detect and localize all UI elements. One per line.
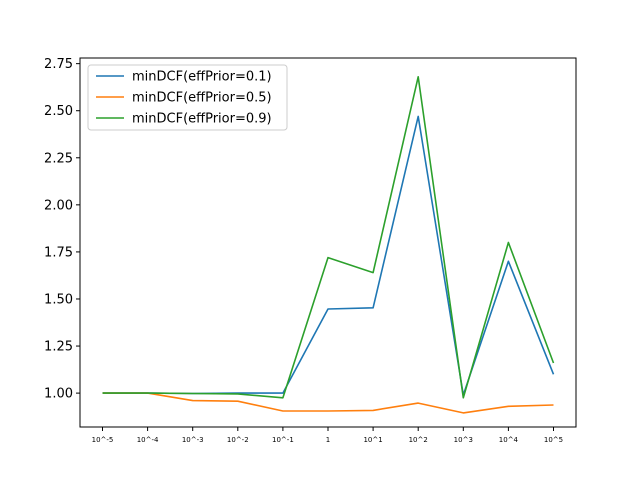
x-tick-label: 10^-4	[137, 436, 159, 444]
y-tick-label: 1.00	[44, 387, 73, 402]
x-tick-label: 10^4	[499, 436, 519, 444]
legend-label: minDCF(effPrior=0.1)	[132, 70, 272, 85]
x-tick-label: 10^5	[544, 436, 563, 444]
y-axis: 1.00 1.25 1.50 1.75 2.00 2.25 2.50 2.75	[44, 57, 80, 402]
y-tick-label: 2.25	[44, 151, 73, 166]
y-tick-label: 2.75	[44, 57, 73, 72]
x-tick-label: 10^-2	[227, 436, 249, 444]
x-tick-label: 10^3	[454, 436, 473, 444]
y-tick-label: 2.00	[44, 198, 73, 213]
y-tick-label: 2.50	[44, 104, 73, 119]
x-axis: 10^-5 10^-4 10^-3 10^-2 10^-1 1 10^1 10^2 10^3 10…	[92, 427, 563, 444]
legend: minDCF(effPrior=0.1) minDCF(effPrior=0.5)…	[87, 64, 288, 131]
x-tick-label: 10^-3	[182, 436, 204, 444]
series-lines	[102, 76, 555, 414]
x-tick-label: 10^-5	[92, 436, 114, 444]
x-tick-label: 1	[326, 436, 330, 444]
legend-label: minDCF(effPrior=0.5)	[132, 91, 272, 106]
x-tick-label: 10^1	[363, 436, 382, 444]
x-tick-label: 10^2	[409, 436, 428, 444]
legend-box	[87, 64, 288, 131]
y-tick-label: 1.75	[44, 245, 73, 260]
series-line-2	[102, 76, 555, 399]
y-tick-label: 1.25	[44, 340, 73, 355]
x-tick-label: 10^-1	[272, 436, 294, 444]
y-tick-label: 1.50	[44, 292, 73, 307]
series-line-1	[102, 392, 554, 414]
legend-label: minDCF(effPrior=0.9)	[132, 112, 272, 127]
